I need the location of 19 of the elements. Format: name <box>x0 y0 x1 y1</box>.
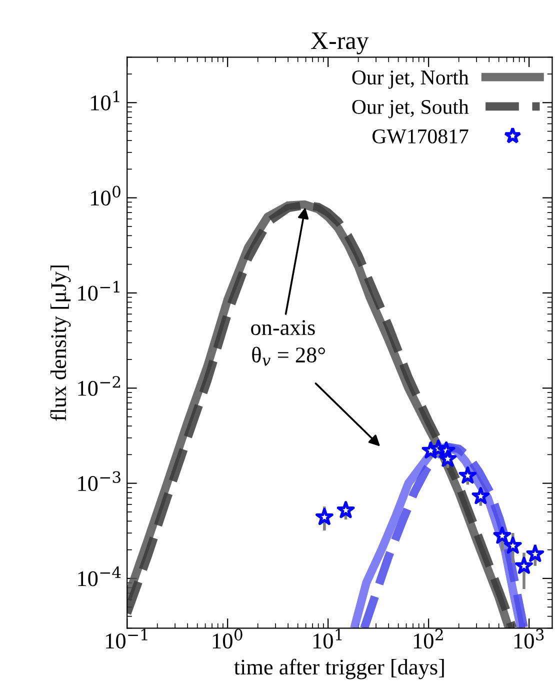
y-tick-label: 10$^{−4}$ <box>78 566 121 586</box>
y-tick-label: 10$^{−2}$ <box>78 376 120 396</box>
y-tick-label: 10$^{0}$ <box>91 186 120 206</box>
annotation: on-axis <box>251 320 315 336</box>
annotation: θ$_{v}$ = 28° <box>252 346 325 366</box>
y-axis-title: flux density [μJy] <box>50 266 71 421</box>
x-tick-label: 10$^{1}$ <box>313 628 342 649</box>
legend-label: GW170817 <box>372 129 468 144</box>
x-tick-label: 10$^{2}$ <box>414 628 443 649</box>
y-tick-label: 10$^{−3}$ <box>78 471 120 492</box>
legend-label: Our jet, South <box>352 99 469 118</box>
x-tick-label: 10$^{−1}$ <box>106 628 148 649</box>
legend-label: Our jet, North <box>352 70 469 89</box>
x-axis-title: time after trigger [days] <box>234 658 444 680</box>
y-tick-label: 10$^{−1}$ <box>78 280 120 301</box>
x-tick-label: 10$^{3}$ <box>514 628 544 649</box>
chart-title: X-ray <box>311 32 369 54</box>
y-tick-label: 10$^{1}$ <box>91 90 120 110</box>
x-tick-label: 10$^{0}$ <box>212 628 242 649</box>
